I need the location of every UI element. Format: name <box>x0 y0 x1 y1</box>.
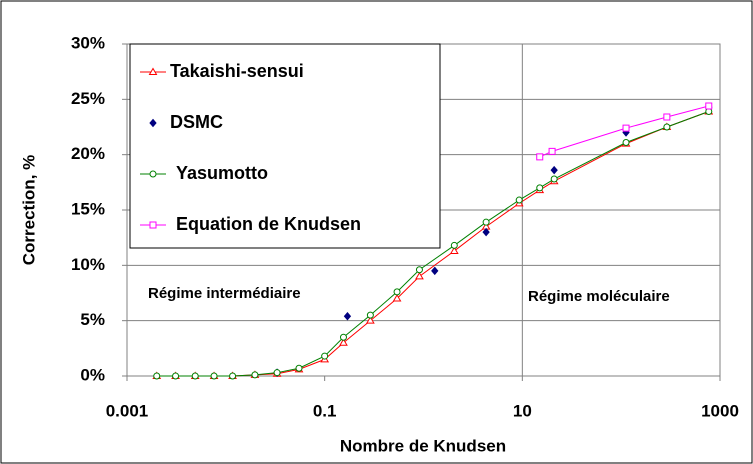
data-point <box>450 241 458 249</box>
data-point <box>663 123 671 131</box>
data-point <box>415 271 424 280</box>
x-tick-label: 10 <box>513 401 532 420</box>
y-tick-label: 15% <box>71 199 105 218</box>
data-point <box>663 113 671 121</box>
legend-label: Equation de Knudsen <box>176 214 361 234</box>
legend-label: DSMC <box>170 112 223 132</box>
legend-box <box>129 43 441 249</box>
y-axis-title: Correction, % <box>19 155 38 266</box>
data-point <box>548 147 556 155</box>
y-tick-label: 10% <box>71 255 105 274</box>
data-point <box>392 294 402 302</box>
legend-marker <box>149 170 157 178</box>
annotation: Régime intermédiaire <box>148 285 301 302</box>
x-tick-label: 0.001 <box>106 401 149 420</box>
x-tick-label: 1000 <box>701 401 739 420</box>
data-point <box>431 266 439 276</box>
y-tick-label: 30% <box>71 33 105 52</box>
data-point <box>191 372 199 380</box>
data-point <box>339 333 347 341</box>
data-point <box>550 165 558 175</box>
data-point <box>365 316 375 324</box>
data-point <box>622 124 630 132</box>
data-point <box>393 288 401 296</box>
y-tick-label: 25% <box>71 89 105 108</box>
data-point <box>515 196 523 204</box>
x-tick-label: 0.1 <box>313 401 337 420</box>
data-point <box>536 153 544 161</box>
annotation: Régime moléculaire <box>528 288 670 305</box>
data-point <box>482 218 490 226</box>
data-point <box>210 372 218 380</box>
data-point <box>536 184 544 192</box>
data-point <box>321 352 329 360</box>
legend-marker <box>149 118 157 128</box>
data-point <box>482 227 490 237</box>
y-tick-label: 5% <box>80 310 105 329</box>
data-point <box>339 338 348 346</box>
legend-marker <box>149 221 157 229</box>
legend-marker <box>148 67 158 75</box>
x-axis-title: Nombre de Knudsen <box>340 436 506 455</box>
data-point <box>622 138 630 146</box>
data-point <box>550 175 558 183</box>
data-point <box>705 102 713 110</box>
data-point <box>295 364 303 372</box>
data-point <box>251 371 259 379</box>
y-tick-label: 20% <box>71 144 105 163</box>
data-point <box>343 311 352 321</box>
data-point <box>366 311 374 319</box>
data-point <box>229 372 237 380</box>
y-tick-label: 0% <box>80 365 105 384</box>
data-point <box>172 372 180 380</box>
data-point <box>153 372 161 380</box>
legend-label: Takaishi-sensui <box>170 61 304 81</box>
data-point <box>449 246 459 254</box>
data-point <box>273 369 281 377</box>
data-point <box>415 266 423 274</box>
legend-label: Yasumotto <box>176 163 268 183</box>
